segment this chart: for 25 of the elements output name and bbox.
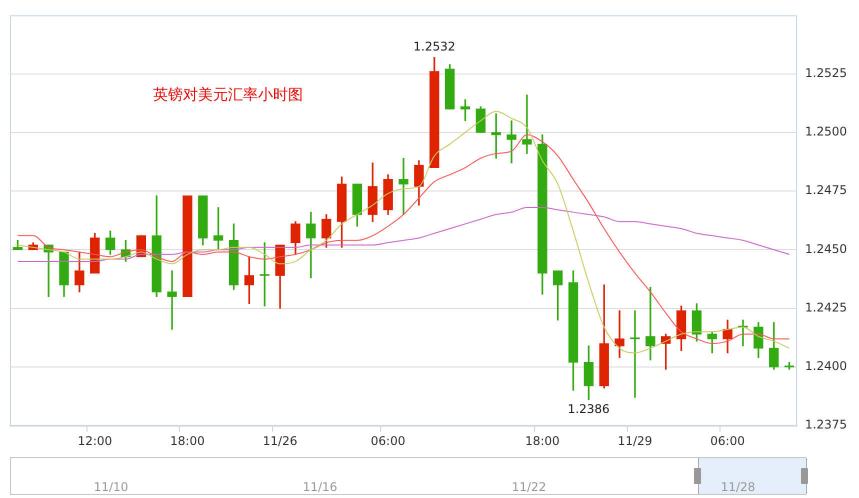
annotation: 1.2386	[568, 402, 610, 416]
text: 英镑对美元汇率小时图	[153, 86, 303, 104]
x-tick-label: 18:00	[525, 434, 560, 448]
candlestick	[522, 94, 532, 154]
candlestick	[614, 310, 624, 358]
candlestick	[506, 120, 516, 164]
x-tick-label: 06:00	[710, 434, 745, 448]
y-tick-label: 1.2525	[805, 66, 848, 80]
y-tick-label: 1.2475	[805, 183, 848, 198]
x-tick-label: 18:00	[170, 434, 205, 448]
range-slider: 11/10 11/16 11/22 11/28	[10, 457, 806, 495]
x-tick-label: 12:00	[78, 434, 112, 448]
line-series	[17, 207, 790, 262]
annotation: 1.2532	[413, 40, 456, 54]
x-tick-label: 06:00	[370, 434, 406, 448]
y-tick-label: 1.2450	[805, 242, 848, 256]
y-tick-label: 1.2400	[805, 359, 848, 374]
candlestick	[630, 310, 640, 398]
x-tick-label: 11/29	[618, 434, 652, 448]
candlestick	[167, 270, 177, 330]
candlestick	[398, 158, 408, 215]
x-tick-label: 11/26	[262, 434, 298, 448]
y-tick-label: 1.2375	[805, 418, 848, 432]
y-tick-label: 1.2425	[805, 300, 848, 314]
y-tick-label: 1.2500	[805, 124, 848, 139]
